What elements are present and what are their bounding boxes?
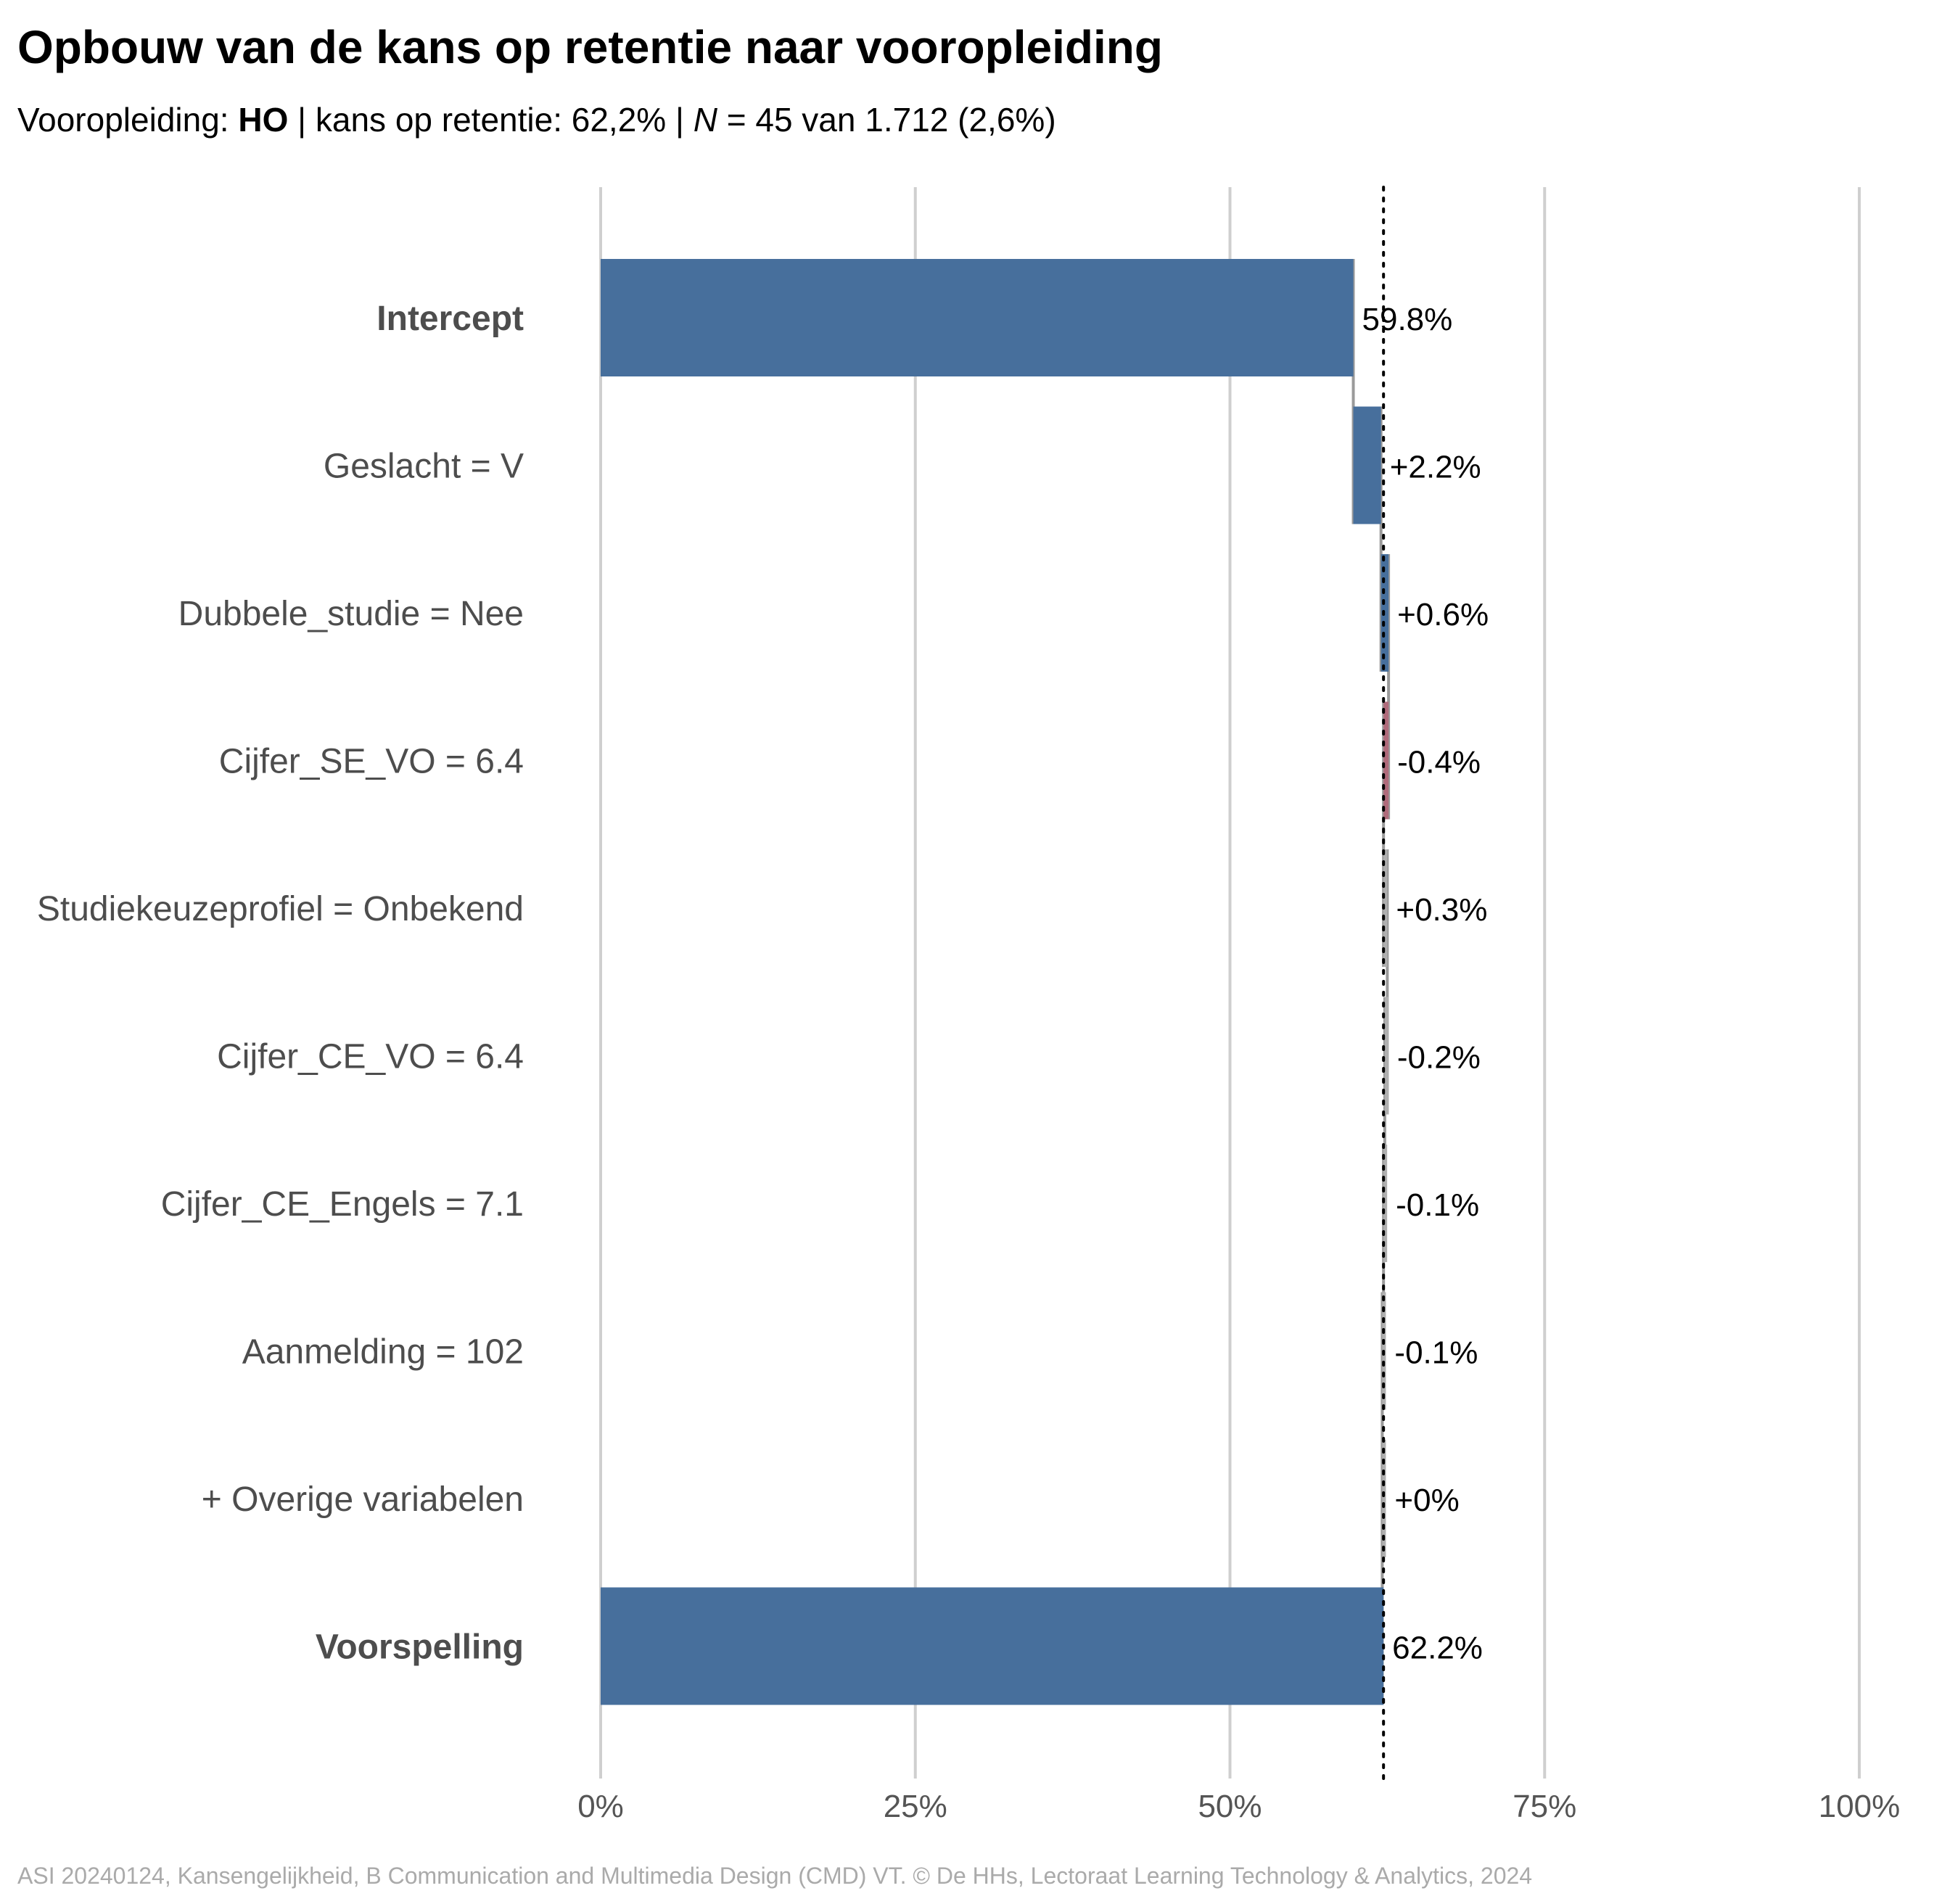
x-tick-label: 50% <box>1198 1789 1262 1824</box>
category-label: Cijfer_SE_VO = 6.4 <box>219 743 524 781</box>
x-tick-label: 25% <box>884 1789 947 1824</box>
value-label: +0% <box>1394 1483 1459 1518</box>
value-label: -0.1% <box>1396 1187 1479 1223</box>
value-label: 59.8% <box>1362 302 1453 337</box>
value-label: -0.2% <box>1397 1040 1481 1076</box>
category-label: + Overige variabelen <box>202 1480 524 1519</box>
x-tick-label: 75% <box>1513 1789 1576 1824</box>
waterfall-bar <box>601 259 1354 376</box>
chart-caption: ASI 20240124, Kansengelijkheid, B Commun… <box>17 1863 1533 1889</box>
waterfall-bar <box>1383 849 1388 967</box>
value-label: +0.3% <box>1396 892 1487 928</box>
x-tick-label: 100% <box>1819 1789 1901 1824</box>
value-label: +0.6% <box>1397 597 1489 632</box>
category-label: Cijfer_CE_Engels = 7.1 <box>161 1185 524 1224</box>
category-label: Studiekeuzeprofiel = Onbekend <box>37 890 524 928</box>
chart-title: Opbouw van de kans op retentie naar voor… <box>17 21 1163 73</box>
subtitle-prefix: Vooropleiding: <box>17 101 239 139</box>
category-label: Aanmelding = 102 <box>242 1333 524 1372</box>
subtitle-suffix: = 45 van 1.712 (2,6%) <box>717 101 1056 139</box>
x-tick-label: 0% <box>577 1789 624 1824</box>
waterfall-bar <box>1382 1440 1386 1557</box>
category-label: Dubbele_studie = Nee <box>178 595 524 633</box>
waterfall-bar <box>1383 1145 1388 1262</box>
category-label: Cijfer_CE_VO = 6.4 <box>217 1038 524 1076</box>
category-label: Intercept <box>376 300 524 338</box>
category-label: Geslacht = V <box>324 448 524 486</box>
subtitle-group: HO <box>238 101 289 139</box>
waterfall-bar <box>601 1587 1384 1705</box>
category-label: Voorspelling <box>316 1628 524 1667</box>
value-label: -0.4% <box>1397 745 1481 780</box>
waterfall-bar <box>1353 406 1381 524</box>
value-label: +2.2% <box>1390 450 1481 485</box>
value-label: -0.1% <box>1394 1335 1478 1371</box>
subtitle-middle: | kans op retentie: 62,2% | <box>288 101 694 139</box>
chart-subtitle: Vooropleiding: HO | kans op retentie: 62… <box>17 100 1056 139</box>
waterfall-bar <box>1384 997 1388 1115</box>
value-label: 62.2% <box>1392 1631 1483 1666</box>
waterfall-bar <box>1383 701 1389 820</box>
subtitle-n-symbol: N <box>693 101 717 139</box>
